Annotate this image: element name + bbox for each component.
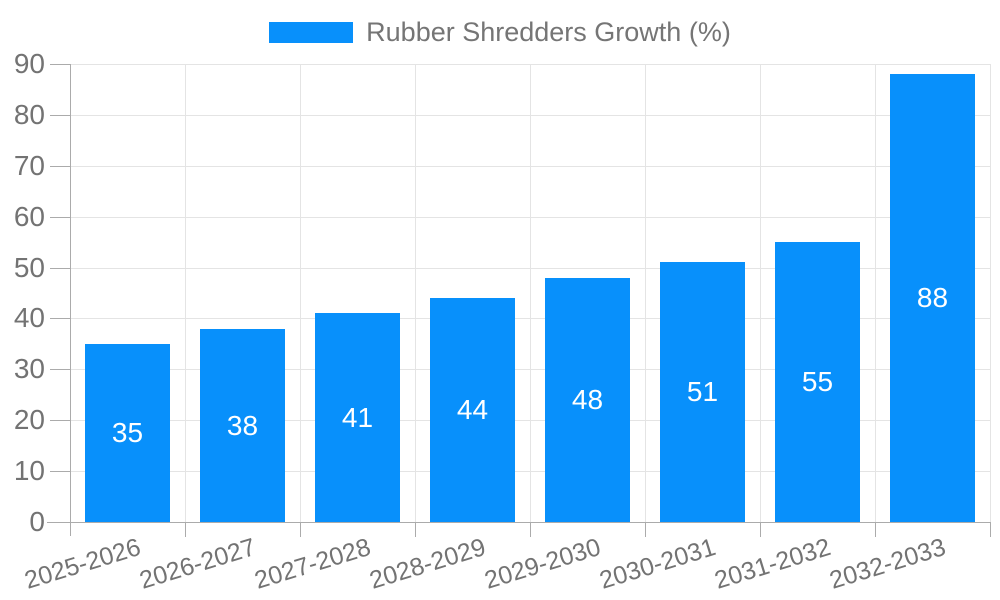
y-tick-label: 40 [13,302,45,333]
x-axis-tick [415,522,416,537]
x-axis-tick [990,522,991,537]
bar: 51 [660,262,745,522]
bar-value-label: 41 [341,401,374,433]
x-gridline [185,64,186,522]
x-gridline [645,64,646,522]
bar-value-label: 48 [571,384,604,415]
bar: 48 [545,278,630,522]
bar-value-label: 35 [111,417,144,448]
x-axis-tick [300,522,301,537]
y-axis-tick [50,318,70,319]
x-axis-line [47,522,990,523]
y-tick-label: 70 [13,150,45,181]
y-tick-label: 0 [29,506,45,537]
bar-value-label: 88 [916,282,949,313]
bar-value-label: 55 [801,366,834,397]
y-tick-label: 10 [13,455,45,486]
x-gridline [760,64,761,522]
x-axis-tick [530,522,531,537]
bar: 88 [890,74,975,522]
y-tick-label: 20 [13,404,45,435]
x-gridline [415,64,416,522]
x-gridline [300,64,301,522]
legend-item[interactable]: Rubber Shredders Growth (%) [0,19,1000,46]
x-axis-tick [185,522,186,537]
y-tick-label: 30 [13,353,45,384]
y-axis-line [70,64,71,536]
y-tick-label: 80 [13,99,45,130]
legend-swatch [269,22,354,43]
plot-area: 35 38 41 44 48 51 55 88 2025-2026 2026-2027 2027-2… [21,64,991,595]
y-tick-label: 90 [13,48,45,79]
bar-value-label: 44 [456,394,489,425]
x-axis-tick [645,522,646,537]
y-tick-label: 50 [13,252,45,283]
y-tick-label: 60 [13,201,45,232]
bar: 41 [315,313,400,522]
bar: 55 [775,242,860,522]
bar: 44 [430,298,515,522]
bar-value-label: 38 [226,409,259,441]
bar: 38 [200,329,285,522]
y-axis-tick [50,268,70,269]
y-axis-tick [50,115,70,116]
y-axis-tick [50,471,70,472]
y-axis-tick [50,64,70,65]
x-axis-tick [760,522,761,537]
legend-label: Rubber Shredders Growth (%) [366,17,731,47]
bar-value-label: 51 [686,376,719,407]
x-axis-tick [875,522,876,537]
x-gridline [530,64,531,522]
y-axis-tick [50,166,70,167]
y-axis-tick [50,420,70,421]
y-axis-tick [50,369,70,370]
bar: 35 [85,344,170,522]
x-gridline [990,64,991,522]
x-gridline [875,64,876,522]
y-axis-tick [50,217,70,218]
